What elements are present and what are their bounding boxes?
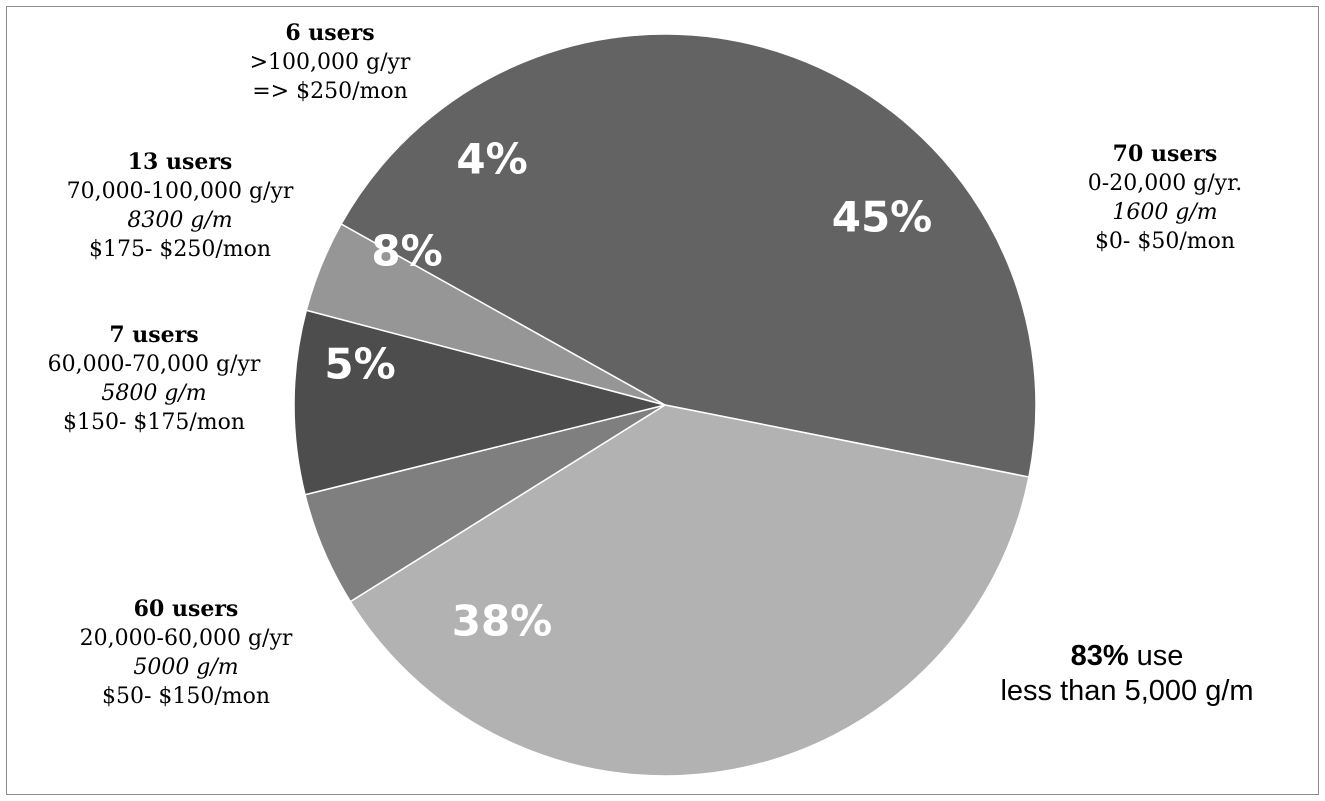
slice-label-users: 13 users bbox=[127, 149, 233, 175]
slice-label-8: 13 users 70,000-100,000 g/yr 8300 g/m $1… bbox=[35, 148, 325, 264]
slice-label-gpm: 1600 g/m bbox=[1112, 200, 1218, 225]
slice-label-price: $175- $250/mon bbox=[88, 237, 272, 262]
chart-frame: 45% 38% 5% 8% 4% 70 users 0-20,000 g/yr. 160… bbox=[6, 6, 1319, 795]
pie-chart: 45% 38% 5% 8% 4% bbox=[293, 33, 1037, 777]
pie-slice-4 bbox=[305, 222, 666, 406]
slice-label-users: 60 users bbox=[133, 596, 239, 622]
slice-label-gpm: 8300 g/m bbox=[127, 208, 233, 233]
slice-label-range: 0-20,000 g/yr. bbox=[1087, 171, 1243, 196]
annotation-percent: 83% bbox=[1070, 640, 1129, 672]
usage-annotation: 83% use less than 5,000 g/m bbox=[942, 639, 1312, 709]
slice-percent-label: 45% bbox=[832, 193, 933, 242]
slice-label-users: 7 users bbox=[109, 322, 199, 348]
slice-percent-label: 8% bbox=[371, 227, 442, 276]
annotation-line-1: 83% use bbox=[942, 639, 1312, 674]
slice-label-range: 70,000-100,000 g/yr bbox=[66, 179, 294, 204]
annotation-use: use bbox=[1128, 640, 1184, 672]
slice-label-range: >100,000 g/yr bbox=[249, 50, 411, 75]
slice-label-users: 70 users bbox=[1112, 141, 1218, 167]
slice-percent-label: 5% bbox=[324, 340, 395, 389]
slice-label-price: $150- $175/mon bbox=[62, 410, 246, 435]
annotation-line-2: less than 5,000 g/m bbox=[1000, 675, 1254, 707]
slice-label-range: 60,000-70,000 g/yr bbox=[47, 352, 261, 377]
pie-slice-45 bbox=[340, 33, 1037, 478]
slice-label-gpm: 5000 g/m bbox=[133, 655, 239, 680]
slice-label-45: 70 users 0-20,000 g/yr. 1600 g/m $0- $50… bbox=[1035, 140, 1295, 256]
slice-label-5: 7 users 60,000-70,000 g/yr 5800 g/m $150… bbox=[15, 321, 293, 437]
slice-label-range: 20,000-60,000 g/yr bbox=[79, 626, 293, 651]
slice-percent-label: 38% bbox=[452, 597, 553, 646]
slice-percent-label: 4% bbox=[456, 135, 527, 184]
slice-label-price: => $250/mon bbox=[252, 79, 408, 104]
slice-label-users: 6 users bbox=[285, 20, 375, 46]
slice-label-gpm: 5800 g/m bbox=[101, 381, 207, 406]
slice-label-price: $50- $150/mon bbox=[101, 684, 271, 709]
pie-slice-8 bbox=[293, 309, 666, 496]
slice-label-price: $0- $50/mon bbox=[1094, 229, 1236, 254]
slice-label-4: 6 users >100,000 g/yr => $250/mon bbox=[225, 19, 435, 106]
slice-label-38: 60 users 20,000-60,000 g/yr 5000 g/m $50… bbox=[41, 595, 331, 711]
pie-slice-38 bbox=[349, 404, 1030, 777]
